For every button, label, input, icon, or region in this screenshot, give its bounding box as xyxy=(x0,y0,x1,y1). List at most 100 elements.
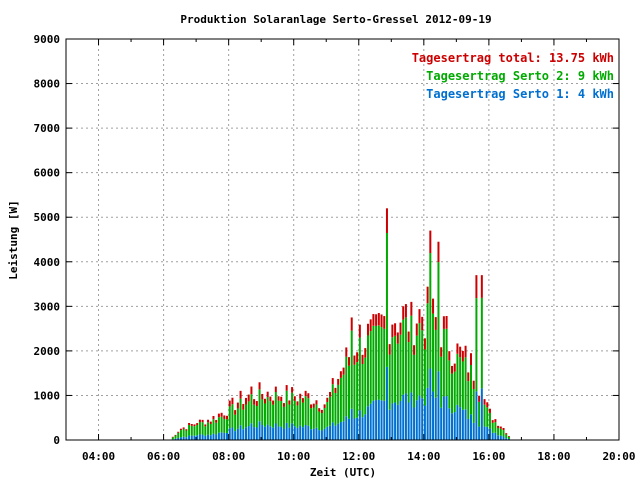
chart-title: Produktion Solaranlage Serto-Gressel 201… xyxy=(180,13,491,26)
bar-segment xyxy=(415,335,418,401)
bar-segment xyxy=(418,323,421,396)
bar-segment xyxy=(494,422,497,433)
bar-segment xyxy=(193,426,196,436)
bar-segment xyxy=(407,402,410,440)
bar-segment xyxy=(234,410,237,415)
bar-segment xyxy=(442,396,445,440)
bar-segment xyxy=(494,419,497,423)
bar-segment xyxy=(196,435,199,440)
bar-segment xyxy=(483,404,486,427)
bar-segment xyxy=(369,403,372,440)
x-tick-label: 20:00 xyxy=(602,450,635,463)
bar-segment xyxy=(201,422,204,435)
bar-segment xyxy=(353,364,356,419)
bar-segment xyxy=(182,427,185,429)
bar-segment xyxy=(204,435,207,440)
y-axis-label: Leistung [W] xyxy=(7,200,20,279)
bar-segment xyxy=(432,298,435,314)
bar-segment xyxy=(486,407,489,427)
bar-segment xyxy=(339,422,342,440)
bar-segment xyxy=(280,396,283,402)
bar-segment xyxy=(274,386,277,393)
bar-segment xyxy=(486,402,489,408)
bar-segment xyxy=(220,412,223,417)
bar-segment xyxy=(207,419,210,423)
bar-segment xyxy=(469,414,472,440)
bar-segment xyxy=(456,404,459,440)
y-tick-label: 6000 xyxy=(34,167,61,180)
x-tick-label: 14:00 xyxy=(407,450,440,463)
bar-segment xyxy=(231,404,234,428)
bar-segment xyxy=(467,381,470,419)
x-tick-label: 16:00 xyxy=(472,450,505,463)
bar-segment xyxy=(418,395,421,440)
bar-segment xyxy=(342,367,345,375)
bar-segment xyxy=(361,364,364,418)
bar-segment xyxy=(312,403,315,408)
bar-segment xyxy=(280,401,283,427)
bar-segment xyxy=(467,418,470,440)
bar-segment xyxy=(423,338,426,350)
bar-segment xyxy=(358,324,361,338)
bar-segment xyxy=(285,390,288,423)
bar-segment xyxy=(451,413,454,440)
bar-segment xyxy=(266,424,269,440)
bar-segment xyxy=(499,428,502,436)
y-tick-label: 3000 xyxy=(34,300,61,313)
bar-segment xyxy=(212,433,215,440)
y-tick-label: 0 xyxy=(53,434,60,447)
bar-segment xyxy=(426,303,429,388)
y-tick-label: 7000 xyxy=(34,122,61,135)
bar-segment xyxy=(220,432,223,440)
bar-segment xyxy=(263,403,266,427)
bar-segment xyxy=(261,425,264,440)
bar-segment xyxy=(204,426,207,436)
bar-segment xyxy=(366,335,369,407)
bar-segment xyxy=(263,426,266,440)
bar-segment xyxy=(304,390,307,397)
y-tick-label: 2000 xyxy=(34,345,61,358)
bar-segment xyxy=(356,417,359,440)
x-axis-label: Zeit (UTC) xyxy=(310,466,376,479)
bar-segment xyxy=(239,398,242,426)
bar-segment xyxy=(391,337,394,404)
bar-segment xyxy=(469,353,472,366)
bar-segment xyxy=(272,404,275,428)
bar-segment xyxy=(255,406,258,428)
bar-segment xyxy=(193,435,196,440)
bar-segment xyxy=(258,421,261,440)
bar-segment xyxy=(250,386,253,395)
bar-segment xyxy=(464,409,467,440)
bar-segment xyxy=(272,427,275,440)
bar-segment xyxy=(475,391,478,440)
bar-segment xyxy=(505,433,508,435)
bar-segment xyxy=(326,397,329,403)
bar-segment xyxy=(437,371,440,440)
bar-segment xyxy=(339,371,342,378)
bar-segment xyxy=(385,208,388,233)
bar-segment xyxy=(228,406,231,429)
bar-segment xyxy=(380,400,383,440)
bar-segment xyxy=(291,423,294,440)
bar-segment xyxy=(247,394,250,402)
bar-segment xyxy=(234,431,237,440)
bar-segment xyxy=(323,408,326,429)
bar-segment xyxy=(502,430,505,437)
bar-segment xyxy=(171,436,174,438)
bar-segment xyxy=(179,428,182,431)
bar-segment xyxy=(434,317,437,330)
bar-segment xyxy=(285,385,288,391)
bar-segment xyxy=(244,397,247,405)
x-tick-label: 10:00 xyxy=(277,450,310,463)
bar-segment xyxy=(488,428,491,440)
bar-segment xyxy=(448,360,451,409)
bar-segment xyxy=(190,424,193,426)
bar-segment xyxy=(299,398,302,426)
bar-segment xyxy=(364,348,367,358)
bar-segment xyxy=(177,437,180,440)
bar-segment xyxy=(310,404,313,409)
bar-segment xyxy=(239,390,242,399)
bar-segment xyxy=(478,426,481,440)
bar-segment xyxy=(480,388,483,440)
bar-segment xyxy=(261,393,264,400)
